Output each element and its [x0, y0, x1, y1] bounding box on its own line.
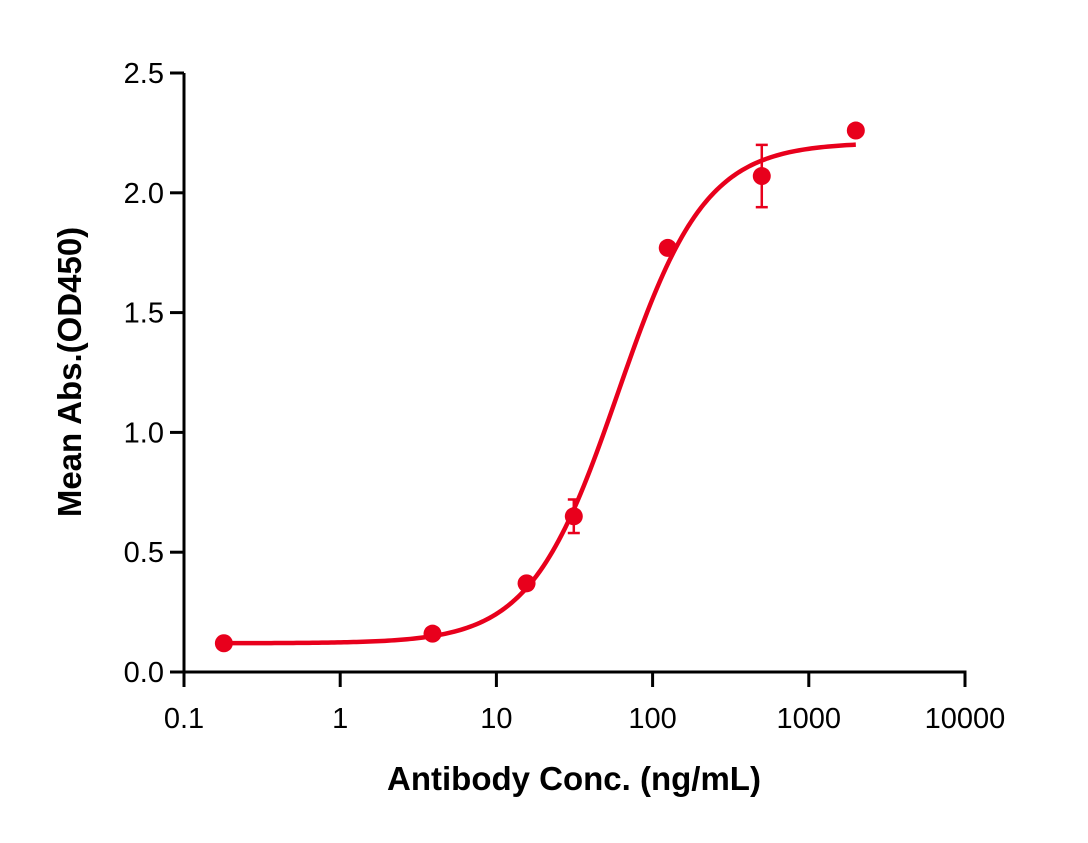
- y-tick-label: 2.0: [124, 178, 164, 210]
- x-tick-label: 1000: [777, 703, 842, 735]
- data-point: [214, 634, 233, 653]
- x-tick-label: 1: [332, 703, 348, 735]
- y-axis-title: Mean Abs.(OD450): [51, 227, 88, 517]
- error-bars: [567, 143, 768, 535]
- data-points: [214, 121, 865, 653]
- data-point: [517, 574, 536, 593]
- data-point: [658, 238, 677, 257]
- x-axis-title: Antibody Conc. (ng/mL): [387, 760, 761, 797]
- data-point: [423, 624, 442, 643]
- x-axis: 0.1 1 10 100 1000 10000: [164, 670, 1006, 735]
- x-tick-label: 10: [480, 703, 512, 735]
- y-tick-label: 1.5: [124, 298, 164, 330]
- data-point: [752, 167, 771, 186]
- x-tick-label: 10000: [925, 703, 1006, 735]
- data-point: [564, 507, 583, 526]
- y-tick-label: 0.0: [124, 657, 164, 689]
- x-tick-label: 0.1: [164, 703, 204, 735]
- x-tick-label: 100: [628, 703, 676, 735]
- data-point: [846, 121, 865, 140]
- y-tick-label: 2.5: [124, 58, 164, 90]
- y-tick-label: 0.5: [124, 537, 164, 569]
- y-axis: 0.0 0.5 1.0 1.5 2.0 2.5: [124, 58, 186, 689]
- fit-curve: [223, 142, 856, 646]
- y-tick-label: 1.0: [124, 417, 164, 449]
